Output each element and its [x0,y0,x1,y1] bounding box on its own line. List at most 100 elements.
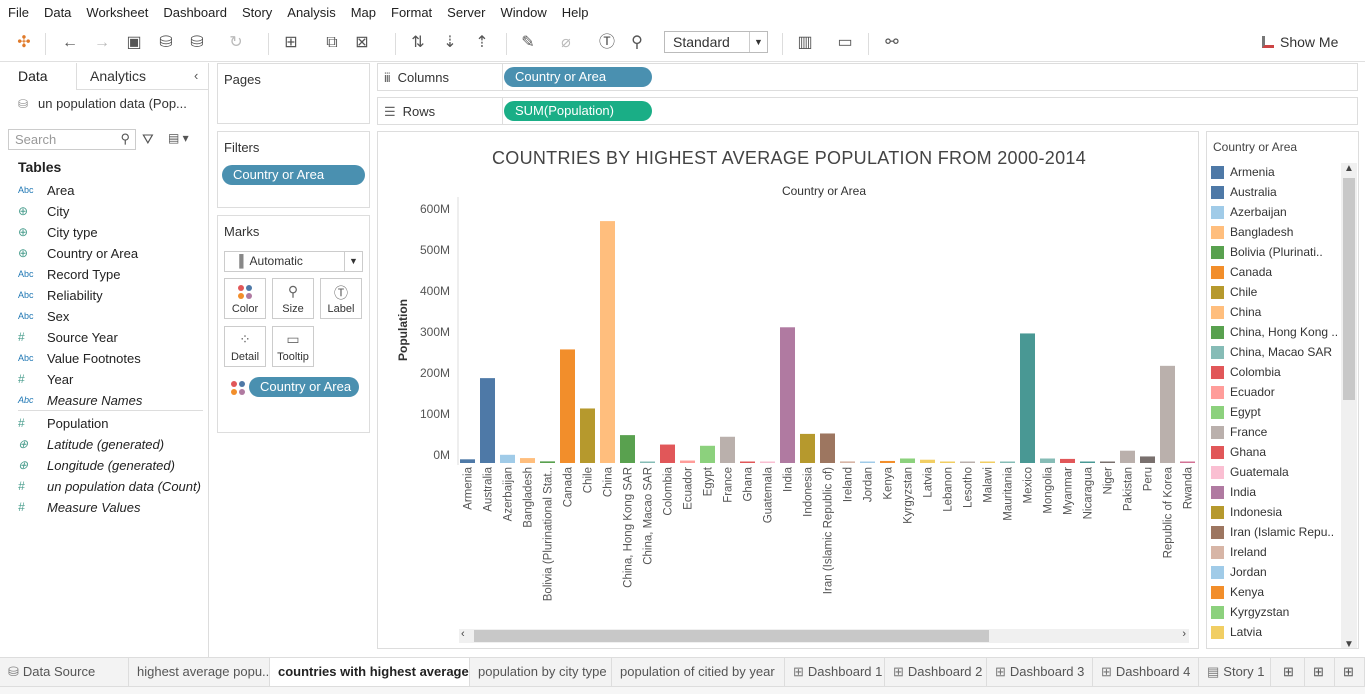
sort-ascending-icon[interactable]: ⇣ [443,34,457,51]
bar-mark[interactable] [740,461,755,464]
clear-sheet-icon[interactable]: ⊠ [355,34,369,51]
view-options-icon[interactable]: ▤ ▾ [168,131,189,145]
sort-descending-icon[interactable]: ⇡ [475,34,489,51]
bar-mark[interactable] [640,461,655,464]
bar-mark[interactable] [480,378,495,463]
show-cards-icon[interactable]: ▥ [797,34,813,51]
menu-item-dashboard[interactable]: Dashboard [163,5,227,20]
bar-mark[interactable] [720,436,735,463]
bar-mark[interactable] [1140,456,1155,463]
menu-item-format[interactable]: Format [391,5,433,20]
sheet-tab[interactable]: ⊞ Dashboard 2 [885,658,987,687]
field-population[interactable]: # Population [18,413,108,433]
legend-item[interactable]: Australia [1211,182,1339,202]
bar-mark[interactable] [600,221,615,463]
datasource-item[interactable]: ⛁ un population data (Pop... [18,96,187,111]
bar-mark[interactable] [940,461,955,464]
undo-icon[interactable]: ← [62,34,78,51]
scroll-thumb[interactable] [474,630,989,642]
bar-mark[interactable] [500,454,515,463]
scroll-right-icon[interactable]: › [1182,628,1186,640]
legend-item[interactable]: Iran (Islamic Repu.. [1211,522,1339,542]
sheet-tab[interactable]: ⊞ Dashboard 1 [785,658,885,687]
bar-mark[interactable] [780,327,795,463]
tableau-logo-icon[interactable]: ✣ [17,34,31,51]
field-longitude-generated[interactable]: ⊕ Longitude (generated) [18,455,175,475]
bar-mark[interactable] [1100,461,1115,464]
field-year[interactable]: # Year [18,369,73,389]
menu-item-map[interactable]: Map [350,5,376,20]
field-measure-names[interactable]: Abc Measure Names [18,390,142,410]
legend-item[interactable]: Latvia [1211,622,1339,642]
field-city[interactable]: ⊕ City [18,201,69,221]
new-worksheet-icon[interactable]: ⊞ [284,34,298,51]
filter-icon[interactable]: ⛛ [142,131,154,147]
redo-icon[interactable]: → [94,34,110,51]
legend-item[interactable]: France [1211,422,1339,442]
field-reliability[interactable]: Abc Reliability [18,285,103,305]
bar-mark[interactable] [820,433,835,463]
field-record-type[interactable]: Abc Record Type [18,264,120,284]
highlight-icon[interactable]: ✎ [521,34,535,51]
legend-item[interactable]: Canada [1211,262,1339,282]
legend-item[interactable]: Guatemala [1211,462,1339,482]
marks-size-button[interactable]: ⚲ Size [272,278,314,319]
sheet-tab[interactable]: ⛁ Data Source [0,658,129,687]
fix-axes-icon[interactable]: ⚲ [631,34,643,51]
bar-mark[interactable] [880,460,895,463]
collapse-pane-icon[interactable]: ‹ [194,68,199,83]
menu-item-help[interactable]: Help [561,5,589,20]
legend-item[interactable]: Ireland [1211,542,1339,562]
show-labels-icon[interactable]: Ⓣ [598,34,615,51]
fit-select[interactable]: Standard ▼ [664,31,768,53]
legend-item[interactable]: Colombia [1211,362,1339,382]
tab-data[interactable]: Data [0,63,77,90]
bar-mark[interactable] [960,461,975,464]
marks-tooltip-button[interactable]: ▭ Tooltip [272,326,314,367]
bar-mark[interactable] [1120,450,1135,463]
columns-pill[interactable]: Country or Area [504,67,652,87]
bar-mark[interactable] [1000,461,1015,464]
legend-item[interactable]: Bangladesh [1211,222,1339,242]
pause-updates-icon[interactable]: ⛁ [190,34,204,51]
legend-item[interactable]: Armenia [1211,162,1339,182]
field-latitude-generated[interactable]: ⊕ Latitude (generated) [18,434,164,454]
bar-mark[interactable] [1160,365,1175,463]
filters-card[interactable]: Filters Country or Area [217,131,370,208]
field-measure-values[interactable]: # Measure Values [18,497,140,517]
bar-mark[interactable] [980,461,995,464]
marks-detail-button[interactable]: ⁘ Detail [224,326,266,367]
bar-mark[interactable] [680,460,695,463]
rows-pill[interactable]: SUM(Population) [504,101,652,121]
legend-item[interactable]: India [1211,482,1339,502]
marks-color-button[interactable]: Color [224,278,266,319]
new-dashboard-icon[interactable]: ⊞ [1305,658,1335,687]
menu-item-analysis[interactable]: Analysis [287,5,336,20]
new-worksheet-icon[interactable]: ⊞ [1275,658,1305,687]
legend-scrollbar[interactable]: ▲ ▼ [1341,163,1357,648]
horizontal-scrollbar[interactable]: ‹ › [459,628,1189,643]
field-city-type[interactable]: ⊕ City type [18,222,98,242]
search-input[interactable]: Search ⚲ [8,129,136,150]
menu-item-server[interactable]: Server [447,5,486,20]
bar-mark[interactable] [540,461,555,463]
sheet-tab[interactable]: ⊞ Dashboard 4 [1093,658,1199,687]
bar-mark[interactable] [1080,461,1095,464]
field-value-footnotes[interactable]: Abc Value Footnotes [18,348,141,368]
legend-item[interactable]: Ecuador [1211,382,1339,402]
sheet-tab[interactable]: population of citied by year [612,658,785,687]
marks-label-button[interactable]: Ⓣ Label [320,278,362,319]
legend-scroll-thumb[interactable] [1343,178,1355,400]
bar-mark[interactable] [920,459,935,463]
legend-item[interactable]: Ghana [1211,442,1339,462]
bar-mark[interactable] [700,445,715,463]
share-icon[interactable]: ⚯ [885,34,899,51]
refresh-icon[interactable]: ↻ [229,34,243,51]
mark-type-select[interactable]: ▐ Automatic ▼ [224,251,363,272]
legend-item[interactable]: Egypt [1211,402,1339,422]
bar-mark[interactable] [800,433,815,463]
legend-item[interactable]: China, Hong Kong .. [1211,322,1339,342]
sheet-tab[interactable]: ⊞ Dashboard 3 [987,658,1093,687]
menu-item-story[interactable]: Story [241,5,273,20]
menu-item-worksheet[interactable]: Worksheet [86,5,149,20]
